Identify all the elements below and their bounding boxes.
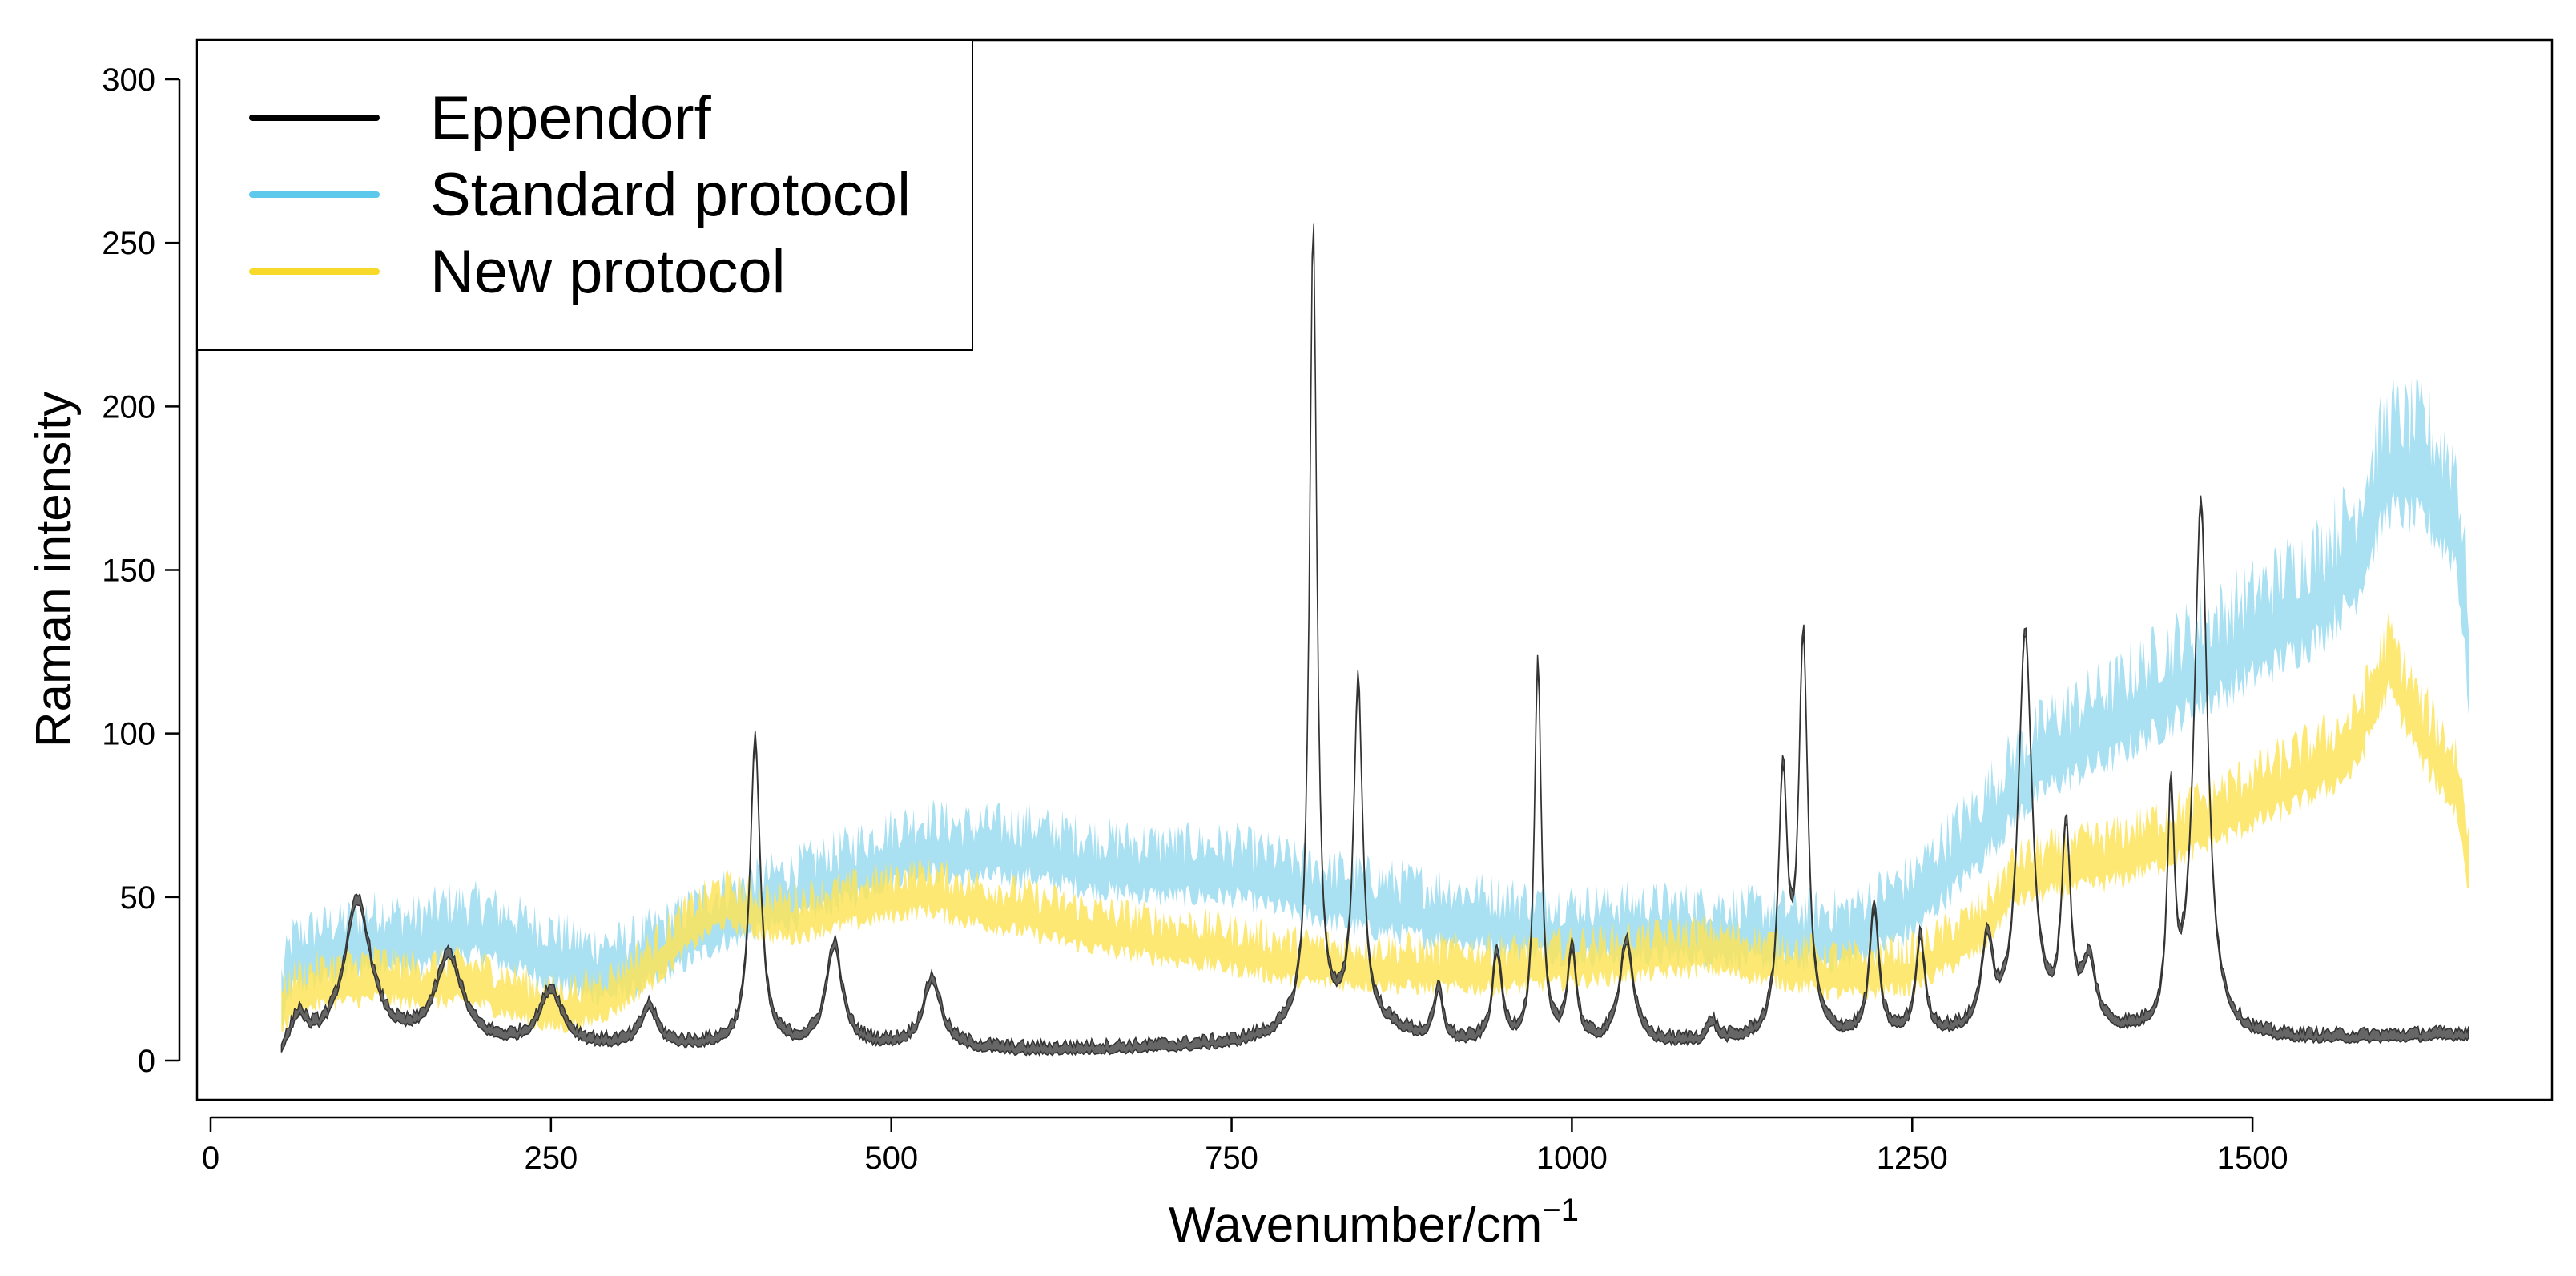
legend-label-eppendorf: Eppendorf [430, 84, 712, 152]
x-axis: 0 250 500 750 1000 1250 1500 [202, 1116, 2288, 1176]
x-tick-label: 750 [1205, 1141, 1258, 1176]
plot-area [280, 223, 2469, 1057]
legend: Eppendorf Standard protocol New protocol [196, 39, 973, 351]
plot-frame [195, 38, 2554, 1101]
series-band-new-protocol [281, 610, 2469, 1034]
legend-label-standard-protocol: Standard protocol [430, 161, 911, 229]
y-tick-label: 250 [102, 226, 155, 261]
y-tick-label: 0 [138, 1044, 155, 1079]
y-tick-label: 150 [102, 553, 155, 589]
y-tick-label: 100 [102, 717, 155, 752]
y-axis: 0 50 100 150 200 250 300 [102, 62, 181, 1079]
x-axis-title-superscript: −1 [1542, 1193, 1579, 1228]
y-axis-title: Raman intensity [26, 392, 82, 748]
x-tick-label: 1000 [1536, 1141, 1608, 1176]
x-tick-label: 1500 [2217, 1141, 2288, 1176]
series-band-eppendorf [280, 223, 2469, 1057]
y-tick-label: 50 [120, 880, 156, 916]
x-axis-title: Wavenumber/cm−1 [1169, 1193, 1579, 1253]
x-axis-title-text: Wavenumber/cm [1169, 1198, 1542, 1253]
series-band-standard-protocol [281, 378, 2469, 1027]
x-tick-label: 0 [202, 1141, 219, 1176]
y-tick-label: 300 [102, 62, 155, 98]
x-tick-label: 250 [524, 1141, 578, 1176]
y-tick-label: 200 [102, 389, 155, 425]
x-tick-label: 500 [864, 1141, 918, 1176]
legend-label-new-protocol: New protocol [430, 238, 786, 306]
x-tick-label: 1250 [1877, 1141, 1948, 1176]
